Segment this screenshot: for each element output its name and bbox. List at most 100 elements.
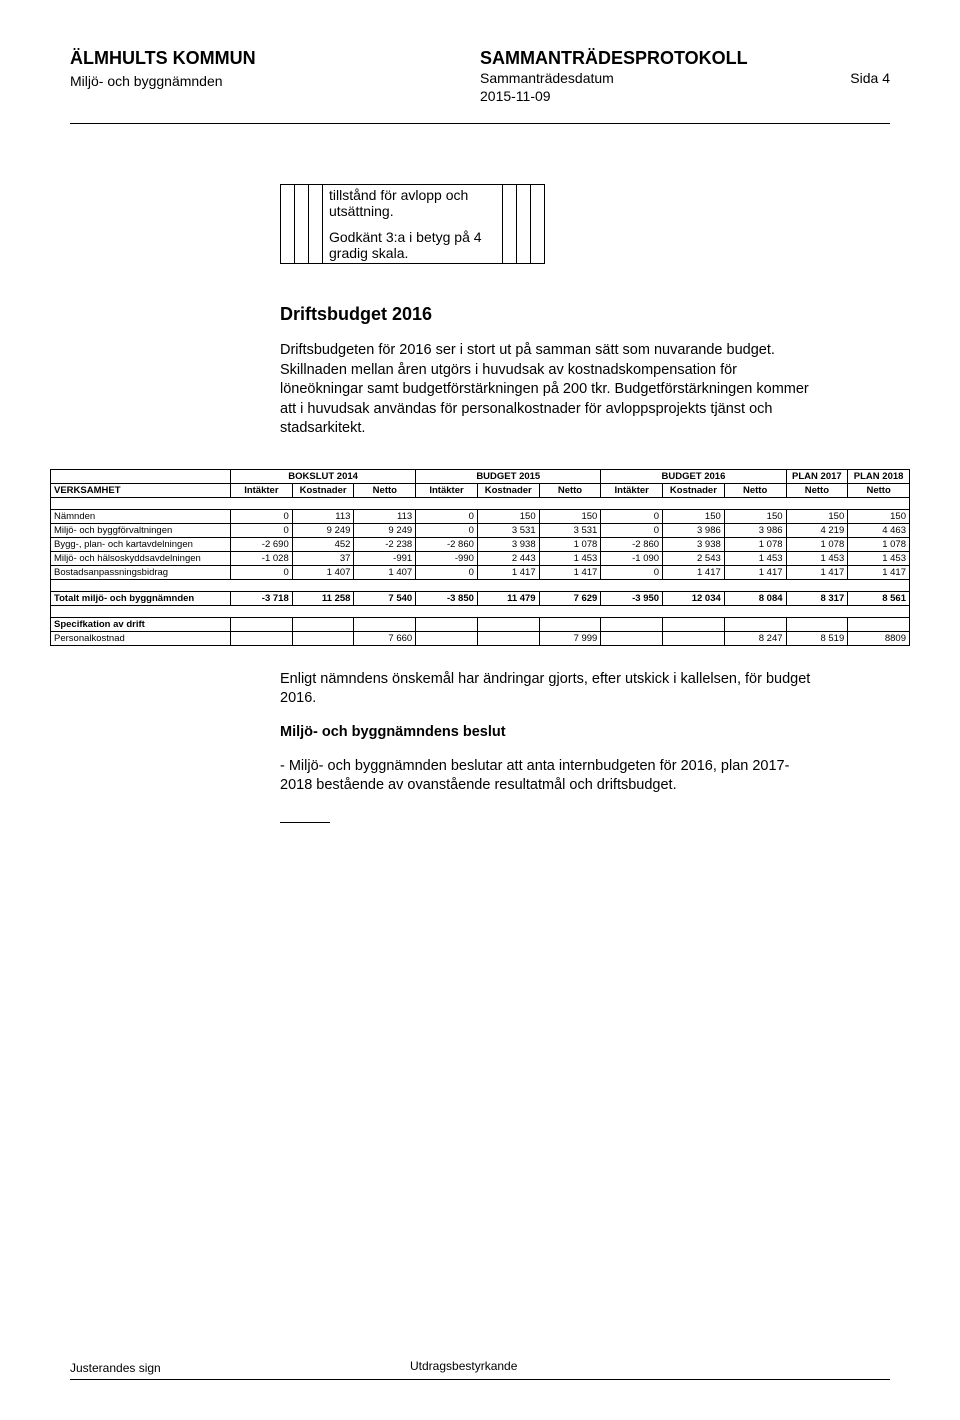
- cell: 150: [786, 509, 848, 523]
- cell: 1 453: [724, 551, 786, 565]
- section-paragraph: Driftsbudgeten för 2016 ser i stort ut p…: [280, 341, 820, 439]
- meeting-date: 2015-11-09: [480, 88, 551, 104]
- cell: 1 407: [354, 565, 416, 579]
- cell: -2 860: [601, 537, 663, 551]
- cell: 1 453: [786, 551, 848, 565]
- content-block: tillstånd för avlopp och utsättning. God…: [280, 184, 890, 439]
- cell: 0: [416, 565, 478, 579]
- cell: 1 417: [477, 565, 539, 579]
- cell: 1 417: [786, 565, 848, 579]
- cell: 37: [292, 551, 354, 565]
- cell: 150: [724, 509, 786, 523]
- sub-header-row: VERKSAMHET Intäkter Kostnader Netto Intä…: [51, 483, 910, 497]
- cell: 0: [231, 523, 293, 537]
- cell: 1 417: [663, 565, 725, 579]
- budget-table: BOKSLUT 2014 BUDGET 2015 BUDGET 2016 PLA…: [50, 469, 910, 646]
- col-header: Intäkter: [416, 483, 478, 497]
- cell: 4 219: [786, 523, 848, 537]
- cell: 452: [292, 537, 354, 551]
- page-header: ÄLMHULTS KOMMUN SAMMANTRÄDESPROTOKOLL Sa…: [70, 48, 890, 89]
- cell: 150: [663, 509, 725, 523]
- page: ÄLMHULTS KOMMUN SAMMANTRÄDESPROTOKOLL Sa…: [0, 0, 960, 1420]
- cell: 113: [354, 509, 416, 523]
- cell: 2 543: [663, 551, 725, 565]
- col-group: BUDGET 2016: [601, 469, 786, 483]
- cell: -2 238: [354, 537, 416, 551]
- cell: 3 938: [663, 537, 725, 551]
- cell: -2 860: [416, 537, 478, 551]
- total-row: Totalt miljö- och byggnämnden -3 718 11 …: [51, 591, 910, 605]
- cell: 113: [292, 509, 354, 523]
- after-paragraph-2: - Miljö- och byggnämnden beslutar att an…: [280, 757, 820, 796]
- col-header: Netto: [786, 483, 848, 497]
- spacer-row: [51, 497, 910, 509]
- col-header: Netto: [848, 483, 910, 497]
- status-line1: tillstånd för avlopp och utsättning.: [329, 187, 496, 219]
- cell: 1 078: [848, 537, 910, 551]
- cell: 0: [231, 509, 293, 523]
- row-label: Bostadsanpassningsbidrag: [51, 565, 231, 579]
- row-label: Nämnden: [51, 509, 231, 523]
- table-row: Miljö- och hälsoskyddsavdelningen-1 0283…: [51, 551, 910, 565]
- spec-header: Specifkation av drift: [51, 617, 231, 631]
- table-row: tillstånd för avlopp och utsättning. God…: [281, 185, 545, 264]
- col-group: BUDGET 2015: [416, 469, 601, 483]
- cell: 1 417: [848, 565, 910, 579]
- table-row: Nämnden011311301501500150150150150: [51, 509, 910, 523]
- status-table: tillstånd för avlopp och utsättning. God…: [280, 184, 545, 264]
- cell: 0: [416, 523, 478, 537]
- cell: 1 078: [786, 537, 848, 551]
- footer-left: Justerandes sign: [70, 1361, 161, 1375]
- footer-right: Utdragsbestyrkande: [410, 1359, 517, 1373]
- cell: 3 938: [477, 537, 539, 551]
- cell: -990: [416, 551, 478, 565]
- page-number: Sida 4: [850, 70, 890, 86]
- cell: 1 417: [724, 565, 786, 579]
- spacer-row: [51, 579, 910, 591]
- col-header: Kostnader: [477, 483, 539, 497]
- cell: -1 028: [231, 551, 293, 565]
- table-row: Miljö- och byggförvaltningen09 2499 2490…: [51, 523, 910, 537]
- cell: 150: [539, 509, 601, 523]
- cell: 0: [416, 509, 478, 523]
- spec-header-row: Specifkation av drift: [51, 617, 910, 631]
- col-header: Kostnader: [663, 483, 725, 497]
- signature-short-line: [280, 822, 330, 823]
- cell: 3 986: [724, 523, 786, 537]
- cell: 3 986: [663, 523, 725, 537]
- cell: 1 417: [539, 565, 601, 579]
- col-header: Netto: [539, 483, 601, 497]
- cell: 1 407: [292, 565, 354, 579]
- cell: 0: [601, 509, 663, 523]
- cell: 1 453: [848, 551, 910, 565]
- col-header: Kostnader: [292, 483, 354, 497]
- header-rule: [70, 123, 890, 124]
- col-header: Netto: [724, 483, 786, 497]
- col-header: Intäkter: [601, 483, 663, 497]
- spacer-row: [51, 605, 910, 617]
- cell: 9 249: [354, 523, 416, 537]
- col-group: PLAN 2018: [848, 469, 910, 483]
- cell: 4 463: [848, 523, 910, 537]
- after-block: Enligt nämndens önskemål har ändringar g…: [280, 670, 890, 828]
- cell: -2 690: [231, 537, 293, 551]
- cell: 3 531: [539, 523, 601, 537]
- cell: 1 078: [724, 537, 786, 551]
- col-group: PLAN 2017: [786, 469, 848, 483]
- section-title: Driftsbudget 2016: [280, 304, 890, 325]
- group-header-row: BOKSLUT 2014 BUDGET 2015 BUDGET 2016 PLA…: [51, 469, 910, 483]
- page-footer: Justerandes sign Utdragsbestyrkande: [70, 1359, 890, 1380]
- decision-heading: Miljö- och byggnämndens beslut: [280, 723, 820, 743]
- col-header: Intäkter: [231, 483, 293, 497]
- footer-rule: [70, 1379, 890, 1380]
- verksamhet-header: VERKSAMHET: [51, 483, 231, 497]
- personalkostnad-row: Personalkostnad 7 660 7 999 8 247 8 519 …: [51, 631, 910, 645]
- table-row: Bostadsanpassningsbidrag01 4071 40701 41…: [51, 565, 910, 579]
- cell: 9 249: [292, 523, 354, 537]
- cell: 150: [848, 509, 910, 523]
- protokoll-title: SAMMANTRÄDESPROTOKOLL: [480, 48, 748, 69]
- budget-table-wrap: BOKSLUT 2014 BUDGET 2015 BUDGET 2016 PLA…: [50, 469, 910, 646]
- sida-label: Sida: [850, 70, 878, 86]
- row-label: Miljö- och byggförvaltningen: [51, 523, 231, 537]
- cell: 0: [601, 565, 663, 579]
